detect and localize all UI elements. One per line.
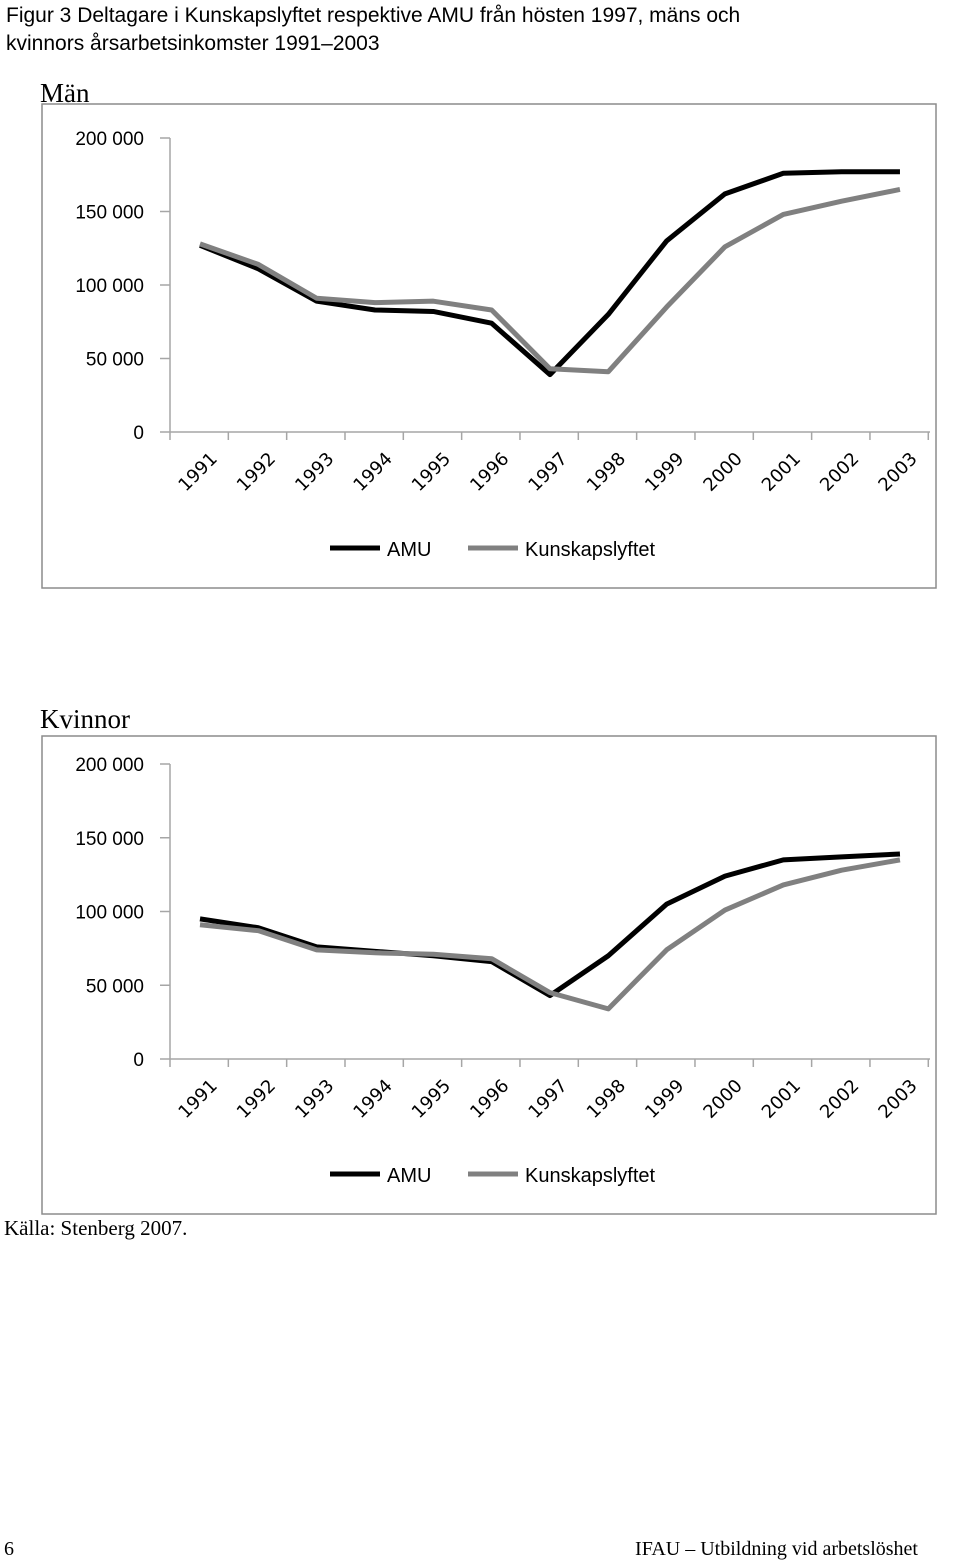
x-tick-label: 1991 xyxy=(174,448,221,495)
x-tick-label: 1994 xyxy=(349,448,396,495)
x-tick-label: 1993 xyxy=(291,448,338,495)
x-tick-label: 1997 xyxy=(524,1075,571,1122)
x-tick-label: 2002 xyxy=(816,1075,863,1122)
x-tick-label: 1995 xyxy=(408,448,455,495)
figure-title-line-2: kvinnors årsarbetsinkomster 1991–2003 xyxy=(6,32,380,55)
x-tick-label: 1994 xyxy=(349,1075,396,1122)
x-tick-label: 1999 xyxy=(641,448,688,495)
y-tick-label: 50 000 xyxy=(86,976,144,997)
series-line-kunskapslyftet xyxy=(199,857,901,1012)
chart-frame xyxy=(41,735,937,1215)
legend-label-kunskapslyftet: Kunskapslyftet xyxy=(525,539,656,561)
source-note: Källa: Stenberg 2007. xyxy=(4,1216,188,1240)
legend-label-amu: AMU xyxy=(387,539,431,561)
series-line-amu xyxy=(199,169,900,378)
x-tick-label: 1996 xyxy=(466,1075,513,1122)
x-tick-label: 2001 xyxy=(758,448,805,495)
x-tick-label: 2001 xyxy=(758,1075,805,1122)
y-tick-label: 100 000 xyxy=(75,276,144,297)
y-tick-label: 100 000 xyxy=(75,903,144,924)
x-tick-label: 1997 xyxy=(524,448,571,495)
y-tick-label: 200 000 xyxy=(75,755,144,776)
x-tick-label: 2002 xyxy=(816,448,863,495)
page-number: 6 xyxy=(4,1538,14,1560)
figure-title: Figur 3 Deltagare i Kunskapslyftet respe… xyxy=(6,2,946,58)
series-line-kunskapslyftet xyxy=(199,186,901,375)
y-tick-label: 200 000 xyxy=(75,129,144,150)
x-tick-label: 1999 xyxy=(641,1075,688,1122)
chart-title: Män xyxy=(40,78,90,108)
y-tick-label: 150 000 xyxy=(75,203,144,224)
x-tick-label: 2000 xyxy=(699,448,746,495)
x-tick-label: 1991 xyxy=(174,1075,221,1122)
series-line-amu xyxy=(199,851,901,999)
x-tick-label: 1998 xyxy=(583,1075,630,1122)
x-tick-label: 1992 xyxy=(233,1075,280,1122)
x-tick-label: 2003 xyxy=(874,1075,921,1122)
chart-title: Kvinnor xyxy=(40,704,130,734)
legend-label-amu: AMU xyxy=(387,1165,431,1187)
x-tick-label: 1996 xyxy=(466,448,513,495)
x-tick-label: 1993 xyxy=(291,1075,338,1122)
figure-title-line-1: Figur 3 Deltagare i Kunskapslyftet respe… xyxy=(6,4,741,27)
chart-frame xyxy=(41,103,937,589)
x-tick-label: 2000 xyxy=(699,1075,746,1122)
x-tick-label: 1992 xyxy=(233,448,280,495)
publication-footer: IFAU – Utbildning vid arbetslöshet xyxy=(635,1538,918,1560)
y-tick-label: 0 xyxy=(133,423,144,444)
x-tick-label: 1995 xyxy=(408,1075,455,1122)
y-tick-label: 50 000 xyxy=(86,350,144,371)
x-tick-label: 2003 xyxy=(874,448,921,495)
chart-kvinnor: Kvinnor 0 50 000 100 000 150 000 200 000 1991 1… xyxy=(40,704,937,1215)
y-tick-label: 0 xyxy=(133,1050,144,1071)
x-tick-label: 1998 xyxy=(583,448,630,495)
y-tick-label: 150 000 xyxy=(75,829,144,850)
legend-label-kunskapslyftet: Kunskapslyftet xyxy=(525,1165,656,1187)
